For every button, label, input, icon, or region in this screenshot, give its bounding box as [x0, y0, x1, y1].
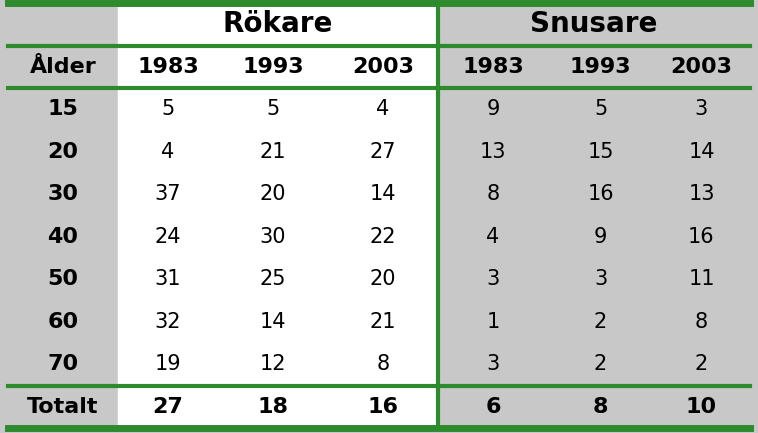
Text: 8: 8 — [487, 184, 500, 204]
Text: 2: 2 — [594, 354, 607, 374]
Text: 15: 15 — [587, 142, 614, 162]
Text: 50: 50 — [48, 269, 79, 289]
Text: 1993: 1993 — [570, 57, 631, 77]
Text: 27: 27 — [370, 142, 396, 162]
Text: 19: 19 — [155, 354, 181, 374]
Text: 30: 30 — [260, 227, 287, 247]
Text: 20: 20 — [370, 269, 396, 289]
Text: 4: 4 — [161, 142, 174, 162]
Text: Ålder: Ålder — [30, 57, 96, 77]
Text: 20: 20 — [48, 142, 79, 162]
Text: 2: 2 — [695, 354, 708, 374]
Text: 14: 14 — [260, 312, 287, 332]
Text: 24: 24 — [155, 227, 181, 247]
Text: Rökare: Rökare — [223, 10, 334, 38]
Text: 70: 70 — [48, 354, 79, 374]
Text: 60: 60 — [48, 312, 79, 332]
Text: 2003: 2003 — [671, 57, 732, 77]
Text: 15: 15 — [48, 99, 78, 119]
Text: 6: 6 — [485, 397, 501, 417]
Text: 14: 14 — [688, 142, 715, 162]
Text: 16: 16 — [368, 397, 399, 417]
Text: 25: 25 — [260, 269, 287, 289]
Text: 3: 3 — [695, 99, 708, 119]
Text: 10: 10 — [686, 397, 717, 417]
Text: 27: 27 — [152, 397, 183, 417]
Text: 9: 9 — [594, 227, 607, 247]
Text: 16: 16 — [688, 227, 715, 247]
Text: 9: 9 — [487, 99, 500, 119]
Text: 4: 4 — [487, 227, 500, 247]
Text: 1983: 1983 — [462, 57, 524, 77]
Text: Totalt: Totalt — [27, 397, 99, 417]
Text: 3: 3 — [487, 269, 500, 289]
Text: 21: 21 — [260, 142, 287, 162]
Text: 1993: 1993 — [243, 57, 304, 77]
Text: 8: 8 — [593, 397, 608, 417]
Text: 40: 40 — [48, 227, 79, 247]
Text: 12: 12 — [260, 354, 287, 374]
Text: 13: 13 — [480, 142, 506, 162]
Text: 5: 5 — [594, 99, 607, 119]
Text: 22: 22 — [370, 227, 396, 247]
Text: 1983: 1983 — [137, 57, 199, 77]
Text: 1: 1 — [487, 312, 500, 332]
Text: 18: 18 — [258, 397, 289, 417]
Text: Snusare: Snusare — [531, 10, 658, 38]
Text: 16: 16 — [587, 184, 614, 204]
Text: 3: 3 — [487, 354, 500, 374]
Text: 37: 37 — [155, 184, 181, 204]
Text: 20: 20 — [260, 184, 287, 204]
Text: 21: 21 — [370, 312, 396, 332]
Text: 30: 30 — [48, 184, 79, 204]
Text: 4: 4 — [377, 99, 390, 119]
Text: 8: 8 — [695, 312, 708, 332]
Text: 11: 11 — [688, 269, 715, 289]
Text: 2: 2 — [594, 312, 607, 332]
Text: 8: 8 — [377, 354, 390, 374]
Bar — [118, 3, 438, 428]
Text: 2003: 2003 — [352, 57, 414, 77]
Text: 32: 32 — [155, 312, 181, 332]
Text: 14: 14 — [370, 184, 396, 204]
Text: 5: 5 — [266, 99, 280, 119]
Text: 5: 5 — [161, 99, 174, 119]
Text: 31: 31 — [155, 269, 181, 289]
Text: 3: 3 — [594, 269, 607, 289]
Text: 13: 13 — [688, 184, 715, 204]
